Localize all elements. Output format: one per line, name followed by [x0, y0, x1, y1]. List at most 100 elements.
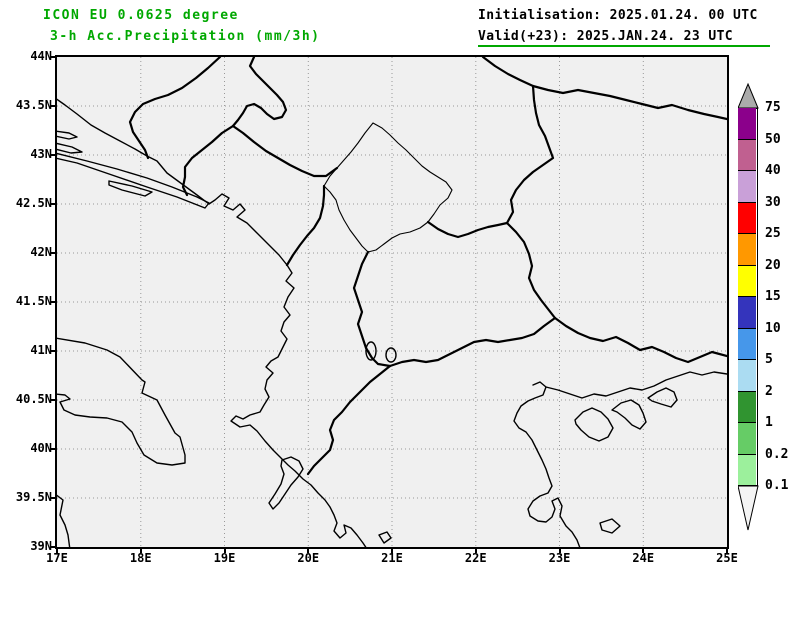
- colorbar-segment: [738, 202, 756, 234]
- x-axis-tick: [726, 547, 728, 553]
- y-axis-tick-label: 43.5N: [15, 98, 52, 112]
- x-axis-tick: [474, 547, 477, 553]
- precipitation-colorbar: 75 50 40 30 25 20 15 10 5 2 1 0.2 0.1: [738, 80, 800, 542]
- precip-core: [692, 233, 717, 249]
- aegean-islet: [599, 518, 621, 534]
- montenegro-albania-border: [285, 184, 326, 267]
- italy-puglia-coastline: [54, 337, 186, 466]
- colorbar-tick-label: 0.1: [765, 478, 789, 493]
- x-axis-tick-label: 21E: [381, 551, 403, 565]
- colorbar-segment: [738, 328, 756, 360]
- precip-region: [277, 518, 300, 537]
- macedonia-greece-border: [388, 316, 557, 368]
- colorbar-tick-label: 2: [765, 383, 773, 399]
- bosnia-serbia-border: [231, 55, 288, 128]
- north-aegean-coastline: [545, 371, 728, 399]
- precip-region: [649, 149, 681, 174]
- kassandra-peninsula: [574, 407, 614, 442]
- dalmatian-island: [54, 152, 210, 209]
- y-axis-tick: [50, 301, 57, 303]
- colorbar-tick-label: 25: [765, 226, 781, 241]
- x-axis-tick-label: 17E: [46, 551, 68, 565]
- colorbar-segment: [738, 360, 756, 392]
- precip-region: [701, 157, 727, 185]
- y-axis-tick: [50, 252, 57, 254]
- colorbar-tick-label: 75: [765, 100, 781, 115]
- precip-region: [291, 324, 299, 332]
- y-axis-tick-label: 44N: [30, 49, 52, 63]
- x-axis-tick: [223, 547, 226, 553]
- x-axis-tick: [139, 547, 142, 553]
- colorbar-overflow-arrow: [738, 82, 759, 109]
- y-axis-tick-label: 41.5N: [15, 294, 52, 308]
- y-axis-tick-label: 40.5N: [15, 392, 52, 406]
- croatia-bosnia-border: [128, 55, 222, 160]
- precip-region: [255, 315, 275, 332]
- colorbar-tick-label: 10: [765, 320, 781, 336]
- colorbar-segment: [738, 297, 756, 329]
- precip-region: [261, 319, 269, 327]
- y-axis-tick-label: 43N: [30, 147, 52, 161]
- precip-dark-layer: [574, 220, 717, 249]
- precip-region: [248, 509, 260, 521]
- precip-region: [626, 140, 638, 152]
- y-axis-tick: [50, 399, 57, 401]
- albania-macedonia-border: [352, 250, 392, 368]
- country-borders: [128, 55, 729, 476]
- x-axis-tick: [56, 547, 58, 553]
- kosovo-border: [323, 122, 453, 253]
- colorbar-segment: [738, 171, 756, 203]
- y-axis-tick-label: 41N: [30, 343, 52, 357]
- colorbar-segment: [738, 234, 756, 266]
- y-axis-tick: [50, 350, 57, 352]
- serbia-macedonia-border: [426, 220, 509, 239]
- colorbar-segment: [738, 391, 756, 423]
- colorbar-tick-label: 5: [765, 352, 773, 367]
- y-axis-tick: [50, 154, 57, 156]
- montenegro-serbia-border: [231, 124, 339, 178]
- y-axis-tick: [50, 497, 57, 499]
- lake-ohrid: [365, 341, 377, 361]
- y-axis-tick-label: 39.5N: [15, 490, 52, 504]
- x-axis-tick-label: 24E: [632, 551, 655, 565]
- y-axis-tick: [50, 448, 57, 450]
- precip-region: [314, 334, 322, 342]
- precip-region: [711, 163, 727, 177]
- x-axis-tick-label: 22E: [464, 551, 487, 565]
- precip-region: [578, 132, 605, 152]
- x-axis-tick: [642, 547, 645, 553]
- colorbar-tick-label: 50: [765, 131, 781, 147]
- x-axis-tick-label: 25E: [716, 551, 738, 565]
- colorbar-tick-label: 20: [765, 257, 781, 273]
- colorbar-tick-label: 0.2: [765, 446, 789, 462]
- x-axis-tick: [307, 547, 310, 553]
- colorbar-tick-label: 30: [765, 194, 781, 210]
- y-axis-tick: [50, 546, 57, 548]
- colorbar-segment: [738, 423, 756, 455]
- lake-prespa: [385, 347, 397, 363]
- valid-underline: [478, 45, 770, 47]
- precip-region: [95, 315, 110, 324]
- paxos-island: [378, 531, 392, 544]
- x-axis-tick: [391, 547, 393, 553]
- y-axis-tick-label: 42.5N: [15, 196, 52, 210]
- precip-core: [574, 220, 614, 240]
- colorbar-segment: [738, 265, 756, 297]
- y-axis-tick: [50, 203, 57, 205]
- x-axis-tick: [558, 547, 561, 553]
- precip-region: [216, 332, 243, 466]
- x-axis-tick-label: 18E: [129, 551, 152, 565]
- colorbar-segment: [738, 139, 756, 171]
- dalmatian-island: [54, 130, 78, 140]
- y-axis-tick-label: 39N: [30, 539, 52, 553]
- precip-region: [540, 238, 550, 248]
- y-axis-tick-label: 40N: [30, 441, 52, 455]
- y-axis-tick: [50, 105, 57, 107]
- serbia-bulgaria-border: [505, 84, 555, 225]
- precip-region: [238, 504, 266, 531]
- y-axis-tick-label: 42N: [30, 245, 52, 259]
- dalmatian-island: [54, 142, 83, 154]
- precip-region: [205, 316, 258, 485]
- thessaloniki-gulf-coastline: [513, 381, 581, 549]
